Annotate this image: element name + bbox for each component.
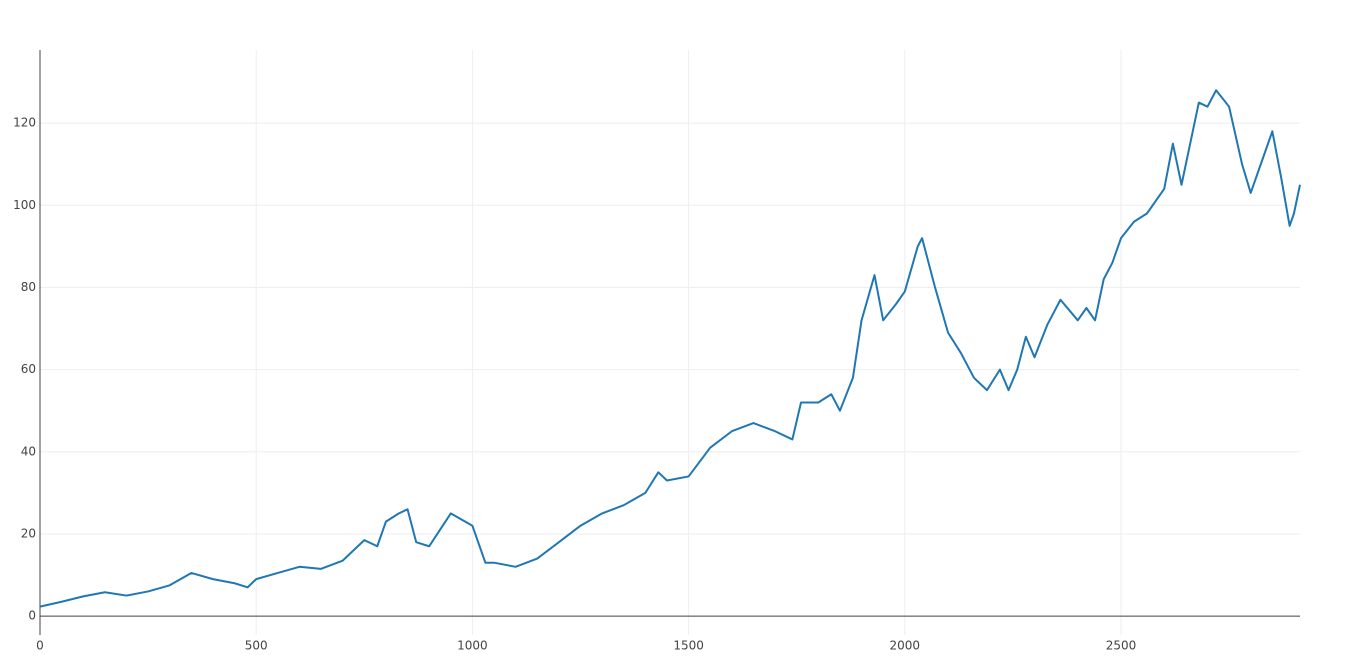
y-tick-label: 60 [21, 362, 36, 376]
x-tick-label: 0 [36, 639, 44, 653]
y-tick-label: 80 [21, 280, 36, 294]
y-tick-label: 0 [28, 609, 36, 623]
y-tick-label: 20 [21, 526, 36, 540]
line-series [39, 89, 1301, 608]
y-tick-label: 120 [13, 116, 36, 130]
y-tick-label: 40 [21, 444, 36, 458]
x-tick-label: 2500 [1106, 639, 1137, 653]
x-tick-label: 500 [245, 639, 268, 653]
y-tick-label: 100 [13, 198, 36, 212]
x-tick-label: 1000 [457, 639, 488, 653]
x-tick-label: 2000 [890, 639, 921, 653]
x-tick-label: 1500 [673, 639, 704, 653]
